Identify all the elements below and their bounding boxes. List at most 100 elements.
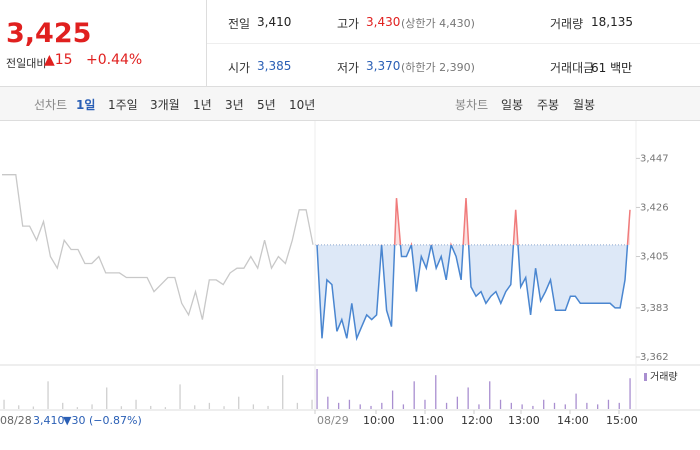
volume-bar	[194, 405, 196, 409]
volume-bar	[478, 404, 480, 409]
period-tab[interactable]: 1년	[193, 98, 212, 112]
x-tick-label: 13:00	[508, 414, 540, 427]
volume-bar	[135, 399, 137, 409]
volume-bar	[391, 390, 394, 409]
volume-legend: 거래량	[650, 371, 678, 383]
volume-bar	[510, 402, 512, 409]
legend-swatch	[644, 373, 647, 381]
volume-bar	[179, 384, 181, 409]
volume-bar	[607, 399, 610, 409]
tab-group-label: 선차트	[34, 98, 68, 112]
footer-change: ▼30	[63, 414, 85, 427]
divider	[207, 43, 700, 44]
volume-bar	[267, 405, 269, 409]
volume-bar	[164, 407, 167, 409]
volume-bar	[223, 406, 225, 409]
quote-panel: 3,425 전일대비 ▲15 +0.44% 전일 3,410 고가 3,430 (상한가…	[0, 0, 700, 87]
volume-bar	[296, 402, 299, 409]
period-tab[interactable]: 1주일	[108, 98, 138, 112]
footer-rate: (−0.87%)	[89, 414, 142, 427]
volume-bar	[3, 399, 5, 409]
x-tick-label: 14:00	[557, 414, 589, 427]
change-rate: +0.44%	[86, 52, 143, 68]
volume-bar	[532, 405, 534, 409]
volume-bar	[62, 402, 64, 409]
volume-bar	[238, 396, 240, 409]
y-tick-label: 3,362	[640, 352, 669, 363]
x-tick-label: 08/29	[317, 414, 349, 427]
volume-bar	[32, 406, 35, 409]
volume-bar	[120, 406, 123, 409]
y-tick-label: 3,426	[640, 202, 669, 213]
volume-bar	[424, 399, 426, 409]
period-tab[interactable]: 10년	[289, 98, 316, 112]
current-price: 3,425	[6, 18, 92, 49]
volume-bar	[282, 375, 284, 409]
volume-bar	[252, 404, 255, 409]
volume-bar	[47, 381, 49, 409]
volume-bar	[618, 402, 620, 409]
volume-bar	[586, 402, 588, 409]
volume-bar	[208, 402, 211, 409]
volume-bar	[337, 402, 340, 409]
volume-bar	[435, 375, 437, 409]
volume-bar	[381, 402, 383, 409]
summary-label: 고가	[337, 17, 360, 31]
summary-value: 18,135	[591, 15, 633, 29]
y-tick-label: 3,383	[640, 303, 669, 314]
period-tab[interactable]: 1일	[76, 98, 96, 112]
volume-bar	[629, 378, 631, 409]
volume-bar	[467, 387, 469, 409]
summary-extra: (상한가 4,430)	[401, 17, 475, 30]
volume-bar	[370, 405, 372, 409]
volume-bar	[597, 404, 599, 409]
y-tick-label: 3,405	[640, 252, 669, 263]
footer-date: 08/28	[0, 414, 32, 427]
volume-bar	[456, 396, 459, 409]
footer-price: 3,410	[33, 414, 65, 427]
x-tick-label: 12:00	[461, 414, 493, 427]
volume-bar	[359, 404, 361, 409]
volume-bar	[575, 393, 577, 409]
volume-bar	[521, 404, 523, 409]
volume-bar	[348, 399, 351, 409]
summary-label: 거래대금	[550, 61, 595, 75]
volume-bar	[543, 399, 545, 409]
tab-bar: 선차트 1일 1주일 3개월 1년 3년 5년 10년 봉차트 일봉 주봉 월봉	[0, 87, 700, 121]
volume-bar	[18, 405, 20, 409]
summary-label: 전일	[228, 17, 251, 31]
volume-bar	[76, 407, 79, 409]
summary-label: 저가	[337, 61, 360, 75]
period-tab[interactable]: 5년	[257, 98, 276, 112]
tab-group-label: 봉차트	[455, 98, 489, 112]
summary-value: 3,410	[257, 15, 292, 29]
period-tab[interactable]: 3개월	[150, 98, 180, 112]
volume-bar	[499, 399, 502, 409]
summary-value: 3,385	[257, 59, 292, 73]
x-tick-label: 11:00	[412, 414, 444, 427]
summary-label: 거래량	[550, 17, 584, 31]
volume-bar	[316, 369, 318, 409]
divider	[206, 0, 207, 86]
summary-value: 3,430	[366, 15, 401, 29]
y-tick-label: 3,447	[640, 153, 669, 164]
period-tab[interactable]: 3년	[225, 98, 244, 112]
candle-tab[interactable]: 월봉	[573, 98, 596, 112]
change-label: 전일대비	[6, 57, 47, 70]
change: ▲15	[44, 52, 73, 68]
volume-bar	[553, 402, 556, 409]
volume-bar	[413, 381, 415, 409]
volume-bar	[445, 402, 448, 409]
volume-bar	[150, 405, 152, 409]
candle-tab[interactable]: 주봉	[537, 98, 560, 112]
volume-bar	[402, 404, 405, 409]
summary-extra: (하한가 2,390)	[401, 61, 475, 74]
previous-day-line	[2, 174, 314, 320]
volume-bar	[91, 404, 93, 409]
candle-tab[interactable]: 일봉	[501, 98, 524, 112]
area-below	[317, 244, 630, 339]
x-tick-label: 10:00	[363, 414, 395, 427]
summary-label: 시가	[228, 61, 251, 75]
